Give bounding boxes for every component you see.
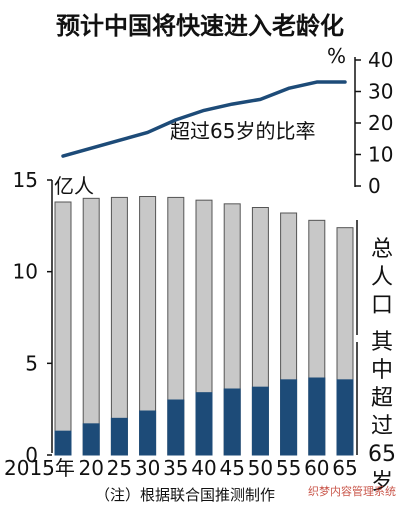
bar-over65-9 bbox=[308, 377, 326, 456]
population-tick-label: 0 bbox=[25, 443, 38, 467]
x-tick-label: 2015年 bbox=[4, 456, 75, 480]
population-tick-label: 5 bbox=[25, 351, 38, 375]
bar-over65-2 bbox=[110, 417, 128, 456]
watermark: 织梦内容管理系统 bbox=[308, 484, 396, 498]
x-tick-label: 65 bbox=[332, 456, 357, 480]
ratio-line-panel: % 超过65岁的比率 40 30 20 10 0 bbox=[61, 44, 393, 198]
bar-over65-5 bbox=[195, 392, 213, 456]
population-tick-label: 15 bbox=[13, 168, 38, 192]
x-tick-label: 45 bbox=[219, 456, 244, 480]
ratio-tick-label: 0 bbox=[368, 174, 381, 198]
ratio-tick-label: 40 bbox=[368, 48, 393, 72]
x-tick-label: 50 bbox=[248, 456, 273, 480]
ratio-axis-unit: % bbox=[327, 44, 346, 68]
bar-over65-0 bbox=[54, 430, 72, 456]
ratio-series-line bbox=[61, 80, 347, 158]
bar-over65-6 bbox=[223, 388, 241, 456]
over-65-label: 其中超过 65 岁 bbox=[368, 330, 396, 495]
x-tick-label: 55 bbox=[276, 456, 301, 480]
x-tick-label: 60 bbox=[304, 456, 329, 480]
footnote: （注）根据联合国推测制作 bbox=[95, 486, 275, 504]
x-tick-label: 30 bbox=[135, 456, 160, 480]
bar-total-1 bbox=[82, 197, 100, 456]
bar-over65-10 bbox=[336, 379, 354, 456]
ratio-series-label: 超过65岁的比率 bbox=[170, 119, 315, 143]
x-tick-label: 35 bbox=[163, 456, 188, 480]
bar-over65-1 bbox=[82, 423, 100, 456]
x-tick-label: 20 bbox=[78, 456, 103, 480]
bar-total-2 bbox=[110, 196, 128, 456]
bar-over65-4 bbox=[167, 399, 185, 456]
bar-over65-7 bbox=[251, 386, 269, 456]
bar-total-0 bbox=[54, 201, 72, 456]
ratio-tick-label: 20 bbox=[368, 111, 393, 135]
bar-over65-3 bbox=[139, 410, 157, 456]
population-tick-label: 10 bbox=[13, 260, 38, 284]
bar-over65-8 bbox=[280, 379, 298, 456]
x-tick-label: 40 bbox=[191, 456, 216, 480]
x-tick-label: 25 bbox=[107, 456, 132, 480]
ratio-tick-label: 30 bbox=[368, 80, 393, 104]
ratio-tick-label: 10 bbox=[368, 143, 393, 167]
population-axis-unit: 亿人 bbox=[54, 174, 94, 198]
total-population-label: 总人口 bbox=[371, 237, 393, 318]
chart-title: 预计中国将快速进入老龄化 bbox=[56, 12, 344, 40]
